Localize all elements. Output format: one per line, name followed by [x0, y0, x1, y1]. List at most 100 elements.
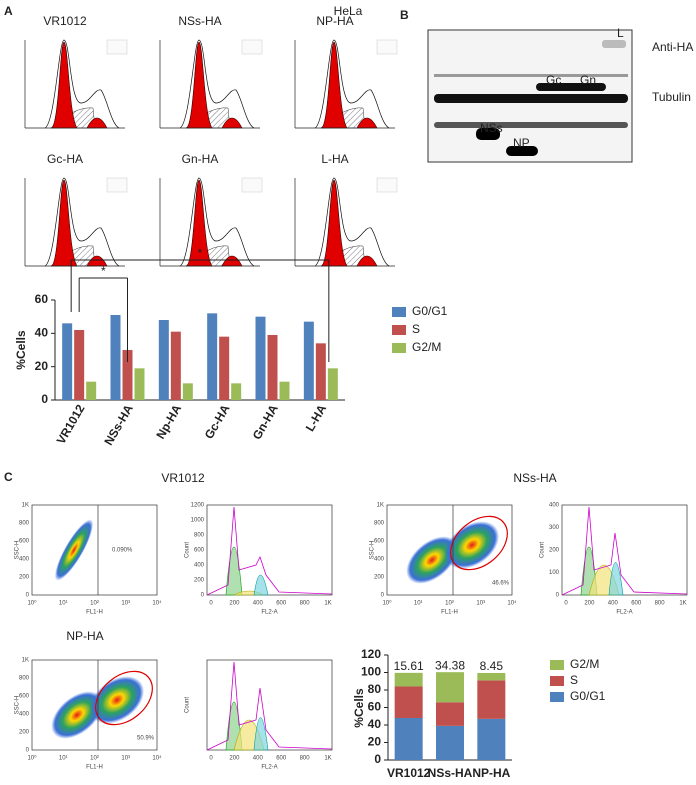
x-tick-label: 10¹ — [59, 601, 68, 607]
y-tick-label: 40 — [368, 717, 382, 731]
bar-segment — [477, 680, 506, 719]
histogram-title: NSs-HA — [178, 14, 221, 28]
y-tick-label: 100 — [361, 665, 381, 679]
x-tick-label: 10⁰ — [27, 600, 37, 607]
x-tick-label: Gc-HA — [202, 402, 233, 442]
x-tick-label: 0 — [209, 601, 213, 607]
g2-fit — [253, 574, 269, 596]
band-label: NSs — [480, 121, 503, 135]
band-label: Gn — [580, 73, 596, 87]
bar — [62, 323, 73, 400]
bar — [255, 316, 266, 400]
y-tick-label: 200 — [549, 548, 560, 554]
histogram-title: Gc-HA — [47, 152, 83, 166]
bar — [86, 381, 97, 400]
legend-swatch — [550, 660, 564, 670]
cell-cloud — [51, 691, 103, 739]
raw-count — [206, 506, 333, 596]
plot-frame — [206, 504, 333, 596]
legend-box — [376, 177, 398, 193]
histogram-title: VR1012 — [43, 14, 87, 28]
bar — [231, 383, 242, 400]
x-axis-label: FL1-H — [441, 610, 458, 616]
y-axis-label: Count — [185, 697, 191, 713]
sample-title: VR1012 — [161, 471, 205, 485]
y-tick-label: 0 — [26, 593, 30, 599]
legend-box — [376, 39, 398, 55]
g1-peak — [185, 179, 213, 267]
cell-cloud — [406, 536, 458, 584]
x-tick-label: 10⁰ — [382, 600, 392, 607]
gate-percent: 50.9% — [137, 736, 155, 742]
bar-segment — [394, 718, 423, 760]
legend-swatch — [392, 307, 406, 317]
plot-frame — [561, 504, 688, 596]
y-tick-label: 80 — [368, 682, 382, 696]
legend-box — [241, 177, 263, 193]
y-tick-label: 800 — [194, 533, 205, 539]
y-tick-label: 20 — [35, 359, 49, 373]
bar — [74, 330, 85, 400]
bar-segment — [477, 718, 506, 760]
x-tick-label: 200 — [584, 601, 595, 607]
g1-fit — [225, 546, 243, 596]
legend-swatch — [392, 325, 406, 335]
y-tick-label: 60 — [35, 292, 49, 306]
value-label: 8.45 — [480, 659, 504, 673]
y-axis-label: SSC-H — [15, 541, 21, 560]
panel-label: B — [400, 8, 409, 22]
raw-count — [561, 506, 688, 596]
legend-swatch — [550, 676, 564, 686]
g1-peak — [320, 41, 348, 129]
x-tick-label: NSs-HA — [101, 402, 136, 448]
legend-label: S — [570, 673, 578, 687]
band-label: NP — [513, 136, 530, 150]
y-axis-label: SSC-H — [370, 541, 376, 560]
y-tick-label: 40 — [35, 326, 49, 340]
y-tick-label: 600 — [194, 548, 205, 554]
legend-label: G2/M — [570, 657, 599, 671]
y-tick-label: 200 — [19, 575, 30, 581]
g2-fit — [608, 562, 624, 596]
x-tick-label: NSs-HA — [428, 766, 473, 780]
x-tick-label: 600 — [631, 601, 642, 607]
x-tick-label: 800 — [655, 601, 666, 607]
x-tick-label: 10⁴ — [152, 600, 162, 607]
bar-segment — [477, 672, 506, 681]
gate — [95, 670, 153, 726]
legend-swatch — [550, 692, 564, 702]
y-tick-label: 1K — [22, 503, 29, 509]
bar — [315, 343, 326, 400]
y-tick-label: 120 — [361, 647, 381, 661]
g1-peak — [50, 41, 78, 129]
legend-label: G0/G1 — [570, 689, 606, 703]
y-tick-label: 20 — [368, 735, 382, 749]
g1-peak — [185, 41, 213, 129]
histogram-title: Gn-HA — [182, 152, 219, 166]
y-tick-label: 400 — [374, 557, 385, 563]
x-tick-label: 10³ — [121, 756, 130, 762]
y-axis-label: Count — [185, 542, 191, 558]
gate — [450, 515, 508, 571]
y-tick-label: 800 — [19, 676, 30, 682]
raw-count — [206, 661, 333, 751]
y-tick-label: 400 — [549, 503, 560, 509]
x-tick-label: 10² — [90, 756, 99, 762]
bar — [267, 335, 278, 400]
x-tick-label: Np-HA — [153, 402, 184, 442]
significance-mark: * — [198, 246, 203, 260]
y-tick-label: 400 — [194, 563, 205, 569]
y-tick-label: 400 — [19, 712, 30, 718]
y-axis-label: %Cells — [14, 330, 28, 370]
plot-frame — [206, 659, 333, 751]
y-tick-label: 1K — [377, 503, 384, 509]
y-tick-label: 600 — [374, 539, 385, 545]
value-label: 15.61 — [394, 659, 424, 673]
y-tick-label: 1000 — [191, 518, 205, 524]
plot-frame — [31, 659, 158, 751]
x-tick-label: 10¹ — [59, 756, 68, 762]
g1-peak — [320, 179, 348, 267]
bar-segment — [394, 672, 423, 687]
x-tick-label: 10⁰ — [27, 755, 37, 762]
bar — [303, 321, 314, 400]
